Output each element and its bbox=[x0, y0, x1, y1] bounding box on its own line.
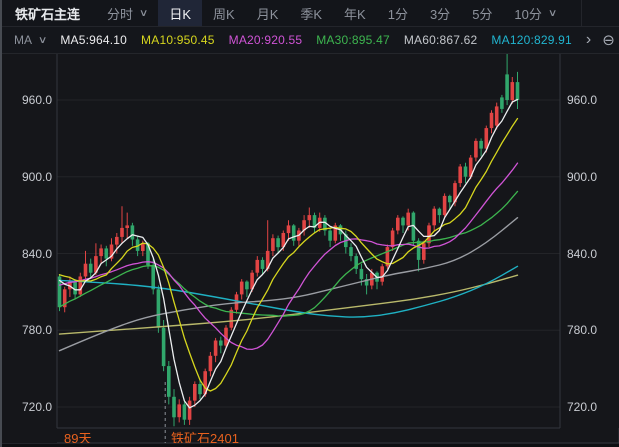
y-axis-label: 840.0 bbox=[567, 246, 598, 261]
zoom-out-icon[interactable]: ⊖ bbox=[602, 31, 615, 49]
tab-月K[interactable]: 月K bbox=[256, 6, 279, 22]
period-tabbar: 铁矿石主连 分时 ∨ 日K 周K 月K 季K 年K 1分 3分 5分 10分 ∨ bbox=[0, 0, 619, 27]
bottom-strip bbox=[0, 443, 619, 447]
ma-legend-item: MA60:867.62 bbox=[403, 33, 478, 47]
y-axis-label: 720.0 bbox=[567, 400, 598, 414]
ma-selector-dropdown[interactable]: MA ∨ bbox=[14, 33, 48, 47]
y-axis-label: 720.0 bbox=[21, 400, 52, 414]
tabbar-divider bbox=[581, 0, 583, 27]
y-axis-label: 840.0 bbox=[21, 246, 52, 261]
contract-marker-label: 铁矿石2401 bbox=[171, 431, 239, 446]
ma-legend-item: MA10:950.45 bbox=[141, 33, 215, 47]
chevron-down-icon: ∨ bbox=[37, 34, 48, 46]
tab-分时[interactable]: 分时 ∨ bbox=[107, 6, 149, 22]
y-axis-label: 960.0 bbox=[21, 93, 52, 107]
chevron-down-icon: ∨ bbox=[547, 7, 558, 19]
tab-周K[interactable]: 周K bbox=[213, 6, 235, 22]
tab-季K[interactable]: 季K bbox=[300, 6, 323, 22]
ma-legend-item: MA20:920.55 bbox=[228, 33, 303, 47]
ma-selector-label: MA bbox=[14, 33, 32, 47]
tab-3分[interactable]: 3分 bbox=[429, 6, 451, 22]
y-axis-label: 780.0 bbox=[21, 323, 52, 338]
tab-10分[interactable]: 10分 ∨ bbox=[514, 6, 558, 22]
chevron-down-icon: ∨ bbox=[138, 7, 149, 19]
expand-right-icon[interactable]: › bbox=[585, 31, 592, 48]
y-axis-label: 900.0 bbox=[567, 169, 598, 184]
tab-日K[interactable]: 日K bbox=[158, 0, 203, 26]
ma-legend-item: MA5:964.10 bbox=[60, 33, 128, 47]
tab-5分[interactable]: 5分 bbox=[472, 6, 493, 22]
tab-年K[interactable]: 年K bbox=[344, 6, 366, 22]
window-left-edge bbox=[0, 0, 2, 447]
y-axis-label: 960.0 bbox=[567, 93, 598, 107]
period-tabs: 分时 ∨ 日K 周K 月K 季K 年K 1分 3分 5分 10分 ∨ bbox=[96, 0, 567, 26]
visible-range-label: 89天 bbox=[64, 431, 92, 446]
chart-toolbar-icons: ›⊖⊕⚙ bbox=[586, 32, 619, 48]
ma-legend-item: MA30:895.47 bbox=[316, 33, 390, 47]
ma-legend-item: MA120:829.91 bbox=[491, 33, 572, 47]
ma-legend-items: MA5:964.10 MA10:950.45 MA20:920.55 MA30:895… bbox=[60, 33, 586, 47]
tab-1分[interactable]: 1分 bbox=[387, 6, 408, 22]
symbol-name: 铁矿石主连 bbox=[15, 6, 81, 22]
y-axis-label: 900.0 bbox=[21, 169, 52, 184]
ma-legend-bar: MA ∨ MA5:964.10 MA10:950.45 MA20:920.55 MA3… bbox=[0, 27, 619, 54]
y-axis-label: 780.0 bbox=[567, 323, 598, 338]
